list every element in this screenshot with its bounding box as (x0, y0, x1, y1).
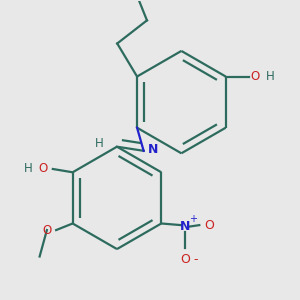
Text: O: O (250, 70, 260, 83)
Text: H: H (24, 163, 32, 176)
Text: N: N (148, 143, 158, 156)
Text: -: - (193, 253, 198, 266)
Text: O: O (181, 253, 190, 266)
Text: H: H (266, 70, 275, 83)
Text: H: H (94, 137, 103, 150)
Text: O: O (43, 224, 52, 237)
Text: +: + (189, 214, 197, 224)
Text: N: N (180, 220, 190, 233)
Text: O: O (39, 163, 48, 176)
Text: O: O (204, 219, 214, 232)
